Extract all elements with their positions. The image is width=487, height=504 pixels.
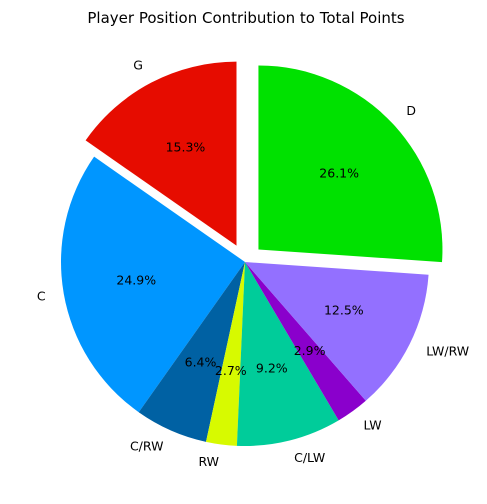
pie-slice-lw-rw bbox=[245, 262, 429, 401]
chart-title: Player Position Contribution to Total Po… bbox=[87, 9, 404, 27]
pie-slice-d bbox=[258, 65, 443, 263]
slice-label-c-rw: C/RW bbox=[130, 439, 163, 454]
slice-label-rw: RW bbox=[198, 454, 219, 469]
pie-slice-c bbox=[60, 156, 246, 413]
slice-label-lw: LW bbox=[363, 418, 381, 433]
slice-label-g: G bbox=[133, 58, 143, 73]
pie-slice-c-lw bbox=[236, 262, 339, 446]
slice-label-c-lw: C/LW bbox=[294, 450, 325, 465]
pie-labels: G 15.3% C 24.9% C/RW 6.4% RW 2.7% C/LW 9.2% LW 2.9%… bbox=[37, 58, 469, 470]
slice-label-c: C bbox=[37, 288, 46, 303]
slice-percent-c-lw: 9.2% bbox=[256, 361, 288, 376]
slice-label-lw-rw: LW/RW bbox=[426, 344, 469, 359]
pie-slice-lw bbox=[245, 262, 366, 421]
slice-percent-lw: 2.9% bbox=[294, 343, 326, 358]
slice-percent-d: 26.1% bbox=[319, 166, 359, 181]
slice-percent-c: 24.9% bbox=[116, 272, 156, 287]
pie-slices bbox=[60, 61, 443, 446]
slice-percent-rw: 2.7% bbox=[215, 363, 247, 378]
pie-slice-g bbox=[85, 61, 237, 246]
slice-percent-c-rw: 6.4% bbox=[185, 355, 217, 370]
slice-percent-lw-rw: 12.5% bbox=[324, 303, 364, 318]
pie-slice-rw bbox=[205, 262, 245, 446]
slice-percent-g: 15.3% bbox=[166, 139, 206, 154]
pie-slice-c-rw bbox=[138, 262, 245, 442]
slice-label-d: D bbox=[406, 103, 416, 118]
